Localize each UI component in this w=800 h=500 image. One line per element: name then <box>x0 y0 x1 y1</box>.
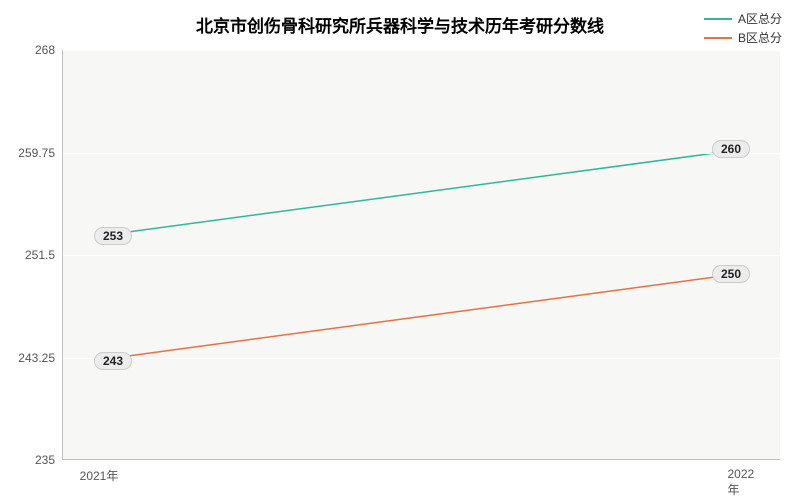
grid-line-h <box>63 153 780 154</box>
chart-container: 北京市创伤骨科研究所兵器科学与技术历年考研分数线 A区总分 B区总分 235 24… <box>0 0 800 500</box>
legend-swatch-a <box>704 18 732 20</box>
y-tick-label: 259.75 <box>18 146 63 160</box>
legend-label-a: A区总分 <box>738 10 782 27</box>
grid-line-h <box>63 255 780 256</box>
y-tick-label: 268 <box>35 43 63 57</box>
legend-item-b: B区总分 <box>704 29 782 46</box>
chart-title: 北京市创伤骨科研究所兵器科学与技术历年考研分数线 <box>0 12 800 37</box>
grid-line-h <box>63 358 780 359</box>
x-tick-label: 2022年 <box>728 459 763 498</box>
point-label: 243 <box>94 352 132 370</box>
y-tick-label: 235 <box>35 453 63 467</box>
y-tick-label: 251.5 <box>25 248 63 262</box>
series-line-1 <box>99 273 744 360</box>
point-label: 260 <box>712 140 750 158</box>
legend-item-a: A区总分 <box>704 10 782 27</box>
series-line-0 <box>99 149 744 236</box>
x-tick-label: 2021年 <box>80 459 119 484</box>
point-label: 250 <box>712 265 750 283</box>
point-label: 253 <box>94 227 132 245</box>
y-tick-label: 243.25 <box>18 351 63 365</box>
legend-swatch-b <box>704 37 732 39</box>
legend-label-b: B区总分 <box>738 29 782 46</box>
plot-area: 235243.25251.5259.752682021年2022年2532602… <box>62 50 780 460</box>
grid-line-h <box>63 50 780 51</box>
legend: A区总分 B区总分 <box>704 10 782 48</box>
